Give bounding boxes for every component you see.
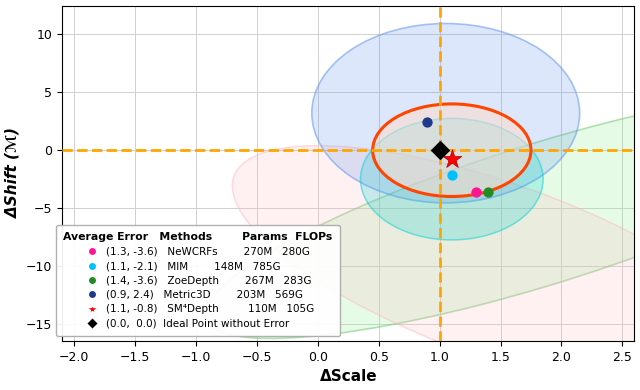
Ellipse shape (205, 89, 640, 339)
Y-axis label: ΔShift (ℳ): ΔShift (ℳ) (6, 128, 20, 218)
Ellipse shape (360, 119, 543, 240)
Point (435, 147, 445, 153)
Legend: (1.3, -3.6)   NeWCRFs        270M   280G, (1.1, -2.1)   MIM        148M   785G, : (1.3, -3.6) NeWCRFs 270M 280G, (1.1, -2.… (56, 225, 340, 336)
Point (447, 156, 457, 163)
Point (447, 171, 457, 177)
X-axis label: ΔScale: ΔScale (319, 369, 377, 385)
Ellipse shape (372, 104, 531, 197)
Point (483, 189, 493, 195)
Point (422, 119, 433, 126)
Ellipse shape (312, 23, 580, 203)
Ellipse shape (232, 145, 640, 390)
Point (471, 189, 481, 195)
